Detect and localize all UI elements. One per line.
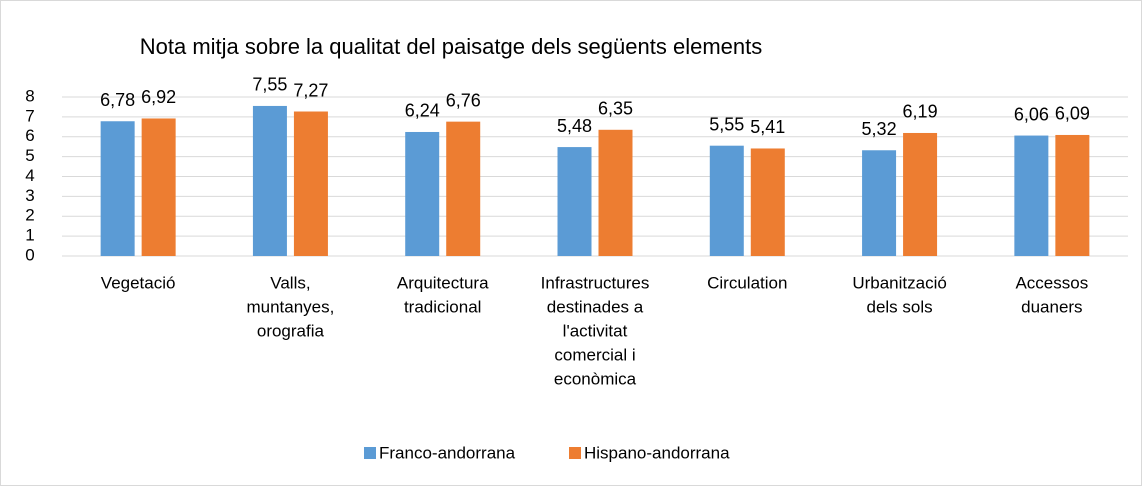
bar — [557, 147, 592, 256]
y-tick-label: 2 — [25, 206, 34, 225]
x-tick-label: econòmica — [554, 369, 637, 388]
legend-swatch — [569, 447, 581, 459]
bar — [903, 132, 938, 256]
value-label: 6,09 — [1055, 104, 1090, 124]
y-tick-label: 8 — [25, 86, 34, 105]
x-tick-label: muntanyes, — [246, 297, 334, 316]
legend-label: Hispano-andorrana — [584, 443, 730, 462]
value-label: 6,06 — [1014, 104, 1049, 124]
chart-title: Nota mitja sobre la qualitat del paisatg… — [140, 34, 762, 59]
x-tick-label: dels sols — [867, 297, 933, 316]
y-tick-label: 4 — [25, 166, 34, 185]
x-tick-label: destinades a — [547, 297, 644, 316]
value-label: 7,27 — [293, 80, 328, 100]
bar — [862, 150, 897, 256]
value-label: 5,55 — [709, 114, 744, 134]
x-tick-label: Valls, — [270, 273, 310, 292]
x-tick-label: Circulation — [707, 273, 787, 292]
x-tick-label: comercial i — [554, 345, 635, 364]
x-tick-label: Arquitectura — [397, 273, 489, 292]
value-label: 5,48 — [557, 116, 592, 136]
bar — [1014, 135, 1049, 256]
bar — [100, 121, 135, 256]
bar — [446, 121, 481, 257]
bar — [293, 111, 328, 256]
value-label: 5,41 — [750, 117, 785, 137]
bar — [1055, 134, 1090, 256]
x-tick-label: l'activitat — [563, 321, 628, 340]
x-tick-label: tradicional — [404, 297, 482, 316]
y-tick-label: 0 — [25, 245, 34, 264]
bar — [709, 145, 744, 256]
x-tick-label: Vegetació — [101, 273, 176, 292]
legend-swatch — [364, 447, 376, 459]
bar — [252, 105, 287, 256]
x-tick-label: Accessos — [1015, 273, 1088, 292]
y-tick-label: 1 — [25, 226, 34, 245]
y-tick-label: 5 — [25, 146, 34, 165]
x-tick-label: duaners — [1021, 297, 1082, 316]
bar — [141, 118, 176, 256]
bar — [405, 131, 440, 256]
y-tick-label: 7 — [25, 106, 34, 125]
value-label: 6,24 — [405, 101, 440, 121]
x-tick-label: Urbanització — [852, 273, 947, 292]
value-label: 6,78 — [100, 90, 135, 110]
y-tick-label: 3 — [25, 186, 34, 205]
bar — [750, 148, 785, 256]
value-label: 5,32 — [862, 119, 897, 139]
value-label: 6,19 — [903, 102, 938, 122]
legend-label: Franco-andorrana — [379, 443, 516, 462]
bar — [598, 129, 633, 256]
value-label: 6,76 — [446, 90, 481, 110]
value-label: 6,92 — [141, 87, 176, 107]
x-tick-label: orografia — [257, 321, 325, 340]
value-label: 6,35 — [598, 99, 633, 119]
x-tick-label: Infrastructures — [541, 273, 650, 292]
value-label: 7,55 — [252, 75, 287, 95]
y-tick-label: 6 — [25, 126, 34, 145]
